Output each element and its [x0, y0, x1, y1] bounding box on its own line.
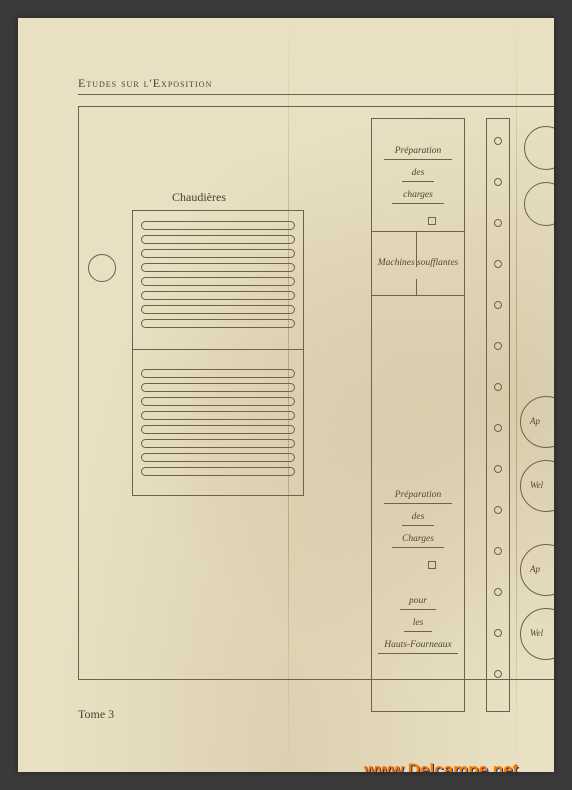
strip-hole [494, 424, 502, 432]
module-text: Préparation [376, 147, 460, 157]
strip-hole [494, 260, 502, 268]
strip-hole [494, 219, 502, 227]
module-text: les [376, 619, 460, 629]
strip-hole [494, 137, 502, 145]
boiler-slot [141, 277, 295, 286]
underline-rule [392, 547, 444, 548]
strip-hole [494, 547, 502, 555]
header-rule [78, 94, 554, 95]
circle-label: Ap [530, 564, 540, 574]
circle-label: Wel [530, 628, 543, 638]
circle-label: Ap [530, 416, 540, 426]
module-text: Hauts-Fourneaux [376, 641, 460, 651]
strip-hole [494, 465, 502, 473]
underline-rule [392, 203, 444, 204]
module-text: Machines soufflantes [376, 259, 460, 269]
boiler-slot [141, 383, 295, 392]
module-text: charges [376, 191, 460, 201]
module-text: Charges [376, 535, 460, 545]
small-circle-left [88, 254, 116, 282]
module-text: des [376, 169, 460, 179]
boiler-slot [141, 453, 295, 462]
strip-hole [494, 506, 502, 514]
tiny-square [428, 561, 436, 569]
strip-hole [494, 178, 502, 186]
room-wall [372, 231, 464, 232]
boiler-slot [141, 263, 295, 272]
module-text: pour [376, 597, 460, 607]
room-partition [416, 279, 417, 295]
module-text: des [376, 513, 460, 523]
strip-hole [494, 342, 502, 350]
strip-hole [494, 588, 502, 596]
room-wall [372, 295, 464, 296]
boiler-slot [141, 235, 295, 244]
boiler-slot [141, 425, 295, 434]
boiler-slot [141, 305, 295, 314]
module-text: Préparation [376, 491, 460, 501]
boiler-slot [141, 397, 295, 406]
scanned-page: Etudes sur l'Exposition Chaudières Prépa… [18, 18, 554, 772]
boiler-slot [141, 291, 295, 300]
hole-strip [486, 118, 510, 712]
boiler-slot [141, 249, 295, 258]
boiler-slot [141, 369, 295, 378]
strip-hole [494, 670, 502, 678]
strip-hole [494, 629, 502, 637]
underline-rule [378, 653, 458, 654]
underline-rule [384, 159, 452, 160]
underline-rule [402, 525, 434, 526]
boiler-slot [141, 467, 295, 476]
underline-rule [402, 181, 434, 182]
chaudieres-divider [133, 349, 303, 350]
strip-hole [494, 301, 502, 309]
underline-rule [404, 631, 432, 632]
boiler-slot [141, 221, 295, 230]
chaudieres-label: Chaudières [172, 190, 226, 205]
watermark-main: www.Delcampe.net [364, 760, 518, 772]
page-footer: Tome 3 [78, 707, 114, 722]
circle-label: Wel [530, 480, 543, 490]
boiler-slot [141, 319, 295, 328]
boiler-slot [141, 411, 295, 420]
page-header: Etudes sur l'Exposition [78, 76, 212, 91]
tall-module: Préparation des charges Machines soufflante… [371, 118, 465, 712]
boiler-slot [141, 439, 295, 448]
strip-hole [494, 383, 502, 391]
underline-rule [400, 609, 436, 610]
underline-rule [384, 503, 452, 504]
tiny-square [428, 217, 436, 225]
chaudieres-box [132, 210, 304, 496]
